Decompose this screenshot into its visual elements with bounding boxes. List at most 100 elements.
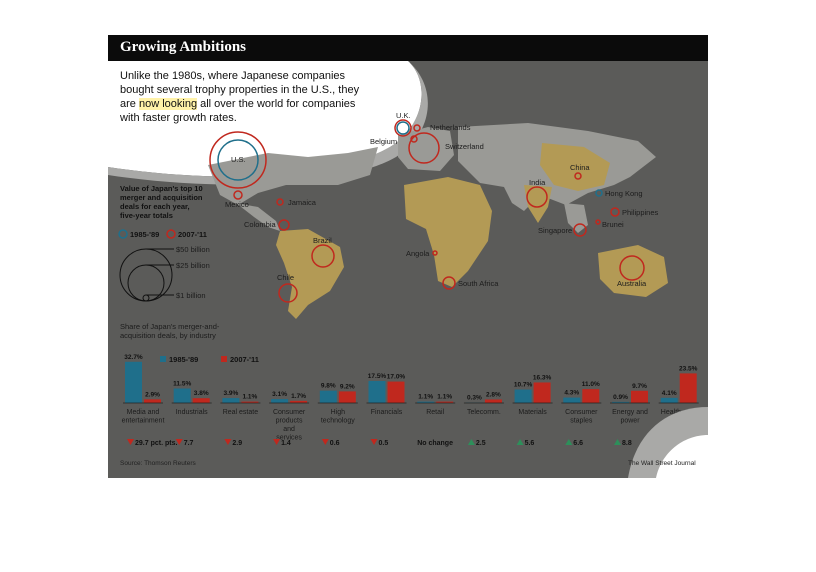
intro-text-part1: Unlike the 1980s, where Japanese compani… [120, 70, 360, 110]
change-label-6: No change [417, 440, 453, 447]
bar-value-label-7-1: 2.8% [486, 391, 501, 398]
category-label-2: Real estate [223, 409, 259, 416]
us-bubble-2007 [209, 131, 267, 189]
category-label-3-line-1: products [276, 418, 303, 425]
map-label-singapore: Singapore [538, 226, 572, 235]
change-label-9: 6.6 [573, 440, 583, 447]
bar-1-series-0 [173, 388, 191, 403]
legend-size-1b: $1 billion [176, 291, 206, 300]
category-label-9-line-1: staples [570, 418, 593, 425]
bar-value-label-8-0: 10.7% [514, 382, 533, 389]
infographic: U.S. Mexico Jamaica Colombia Brazil Chil… [108, 35, 708, 478]
corner-swoosh-inner [656, 435, 708, 478]
world-map [208, 123, 668, 319]
map-legend-title-line2: merger and acquisition [120, 193, 203, 202]
south-america-shape [276, 229, 344, 319]
intro-text: Unlike the 1980s, where Japanese compani… [120, 69, 370, 125]
category-label-0-line-1: entertainment [122, 418, 165, 425]
bar-legend-1985-label: 1985-'89 [169, 355, 198, 364]
map-legend: Value of Japan's top 10 merger and acqui… [118, 184, 210, 302]
singapore-bubble [573, 223, 587, 237]
map-legend-title-line3: deals for each year, [120, 202, 190, 211]
bar-3-series-0 [271, 399, 289, 403]
category-label-4-line-0: High [331, 409, 346, 416]
map-label-philippines: Philippines [622, 208, 659, 217]
publisher-credit: The Wall Street Journal [628, 460, 696, 467]
change-label-8: 5.6 [525, 440, 535, 447]
map-label-colombia: Colombia [244, 220, 277, 229]
bar-value-label-5-1: 17.0% [387, 374, 406, 381]
map-label-jamaica: Jamaica [288, 198, 317, 207]
category-label-5-line-0: Financials [371, 409, 403, 416]
map-label-hong-kong: Hong Kong [605, 189, 643, 198]
bar-10-series-0 [612, 401, 629, 403]
category-label-9: Consumer staples [565, 409, 598, 425]
bar-1-series-1 [192, 398, 210, 403]
bar-value-label-10-1: 9.7% [632, 383, 647, 390]
category-label-5: Financials [371, 409, 403, 416]
category-label-0-line-0: Media and [127, 409, 160, 416]
bar-3-series-1 [290, 400, 308, 403]
change-label-3: 1.4 [281, 440, 291, 447]
change-label-5: 0.5 [379, 440, 389, 447]
legend-size-25b: $25 billion [176, 261, 210, 270]
australia-shape [598, 245, 668, 297]
category-label-10-line-0: Energy and [612, 409, 648, 416]
southeast-asia-shape [564, 203, 588, 233]
bar-6-series-0 [417, 401, 435, 403]
legend-period-2007-swatch [166, 229, 176, 239]
bar-value-label-3-0: 3.1% [272, 391, 287, 398]
graphic-title: Growing Ambitions [120, 39, 246, 55]
map-label-mexico: Mexico [225, 200, 249, 209]
bar-value-label-11-0: 4.1% [662, 390, 677, 397]
bar-legend-2007-swatch [221, 356, 227, 362]
legend-circle-25b [127, 264, 165, 302]
bar-value-label-11-1: 23.5% [679, 365, 698, 372]
map-label-chile: Chile [277, 273, 294, 282]
bar-value-label-4-0: 9.8% [321, 383, 336, 390]
bar-4-series-0 [319, 390, 337, 403]
bar-value-label-6-1: 1.1% [437, 394, 452, 401]
map-label-angola: Angola [406, 249, 430, 258]
category-label-7-line-0: Telecomm. [467, 409, 501, 416]
category-label-1: Industrials [176, 409, 208, 416]
change-label-4: 0.6 [330, 440, 340, 447]
switzerland-bubble [408, 132, 440, 164]
bar-11-series-1 [679, 373, 697, 403]
angola-bubble [432, 250, 438, 256]
bar-value-label-1-1: 3.8% [194, 390, 209, 397]
up-arrow-icon [565, 439, 573, 445]
africa-shape [404, 177, 492, 287]
down-arrow-icon [127, 439, 134, 445]
bar-value-label-10-0: 0.9% [613, 394, 628, 401]
bar-7-series-1 [484, 399, 502, 403]
bar-value-label-6-0: 1.1% [418, 394, 433, 401]
header-bar: Growing Ambitions [108, 35, 708, 61]
map-label-china: China [570, 163, 590, 172]
legend-period-1985-swatch [118, 229, 128, 239]
bar-value-label-2-1: 1.1% [242, 394, 257, 401]
bar-10-series-1 [631, 390, 648, 403]
uk-bubble-1985 [396, 121, 410, 135]
map-label-brunei: Brunei [602, 220, 624, 229]
category-label-4-line-1: technology [321, 418, 355, 425]
philippines-bubble [610, 207, 620, 217]
down-arrow-icon [224, 439, 232, 445]
category-label-0: Media and entertainment [122, 409, 165, 425]
category-label-2-line-0: Real estate [223, 409, 259, 416]
map-label-belgium: Belgium [370, 137, 397, 146]
australia-bubble [619, 255, 645, 281]
bar-0-series-0 [125, 361, 142, 403]
bar-value-label-9-0: 4.3% [564, 390, 579, 397]
bar-5-series-1 [387, 381, 405, 403]
change-label-7: 2.5 [476, 440, 486, 447]
category-label-3-line-3: services [276, 435, 302, 442]
bar-value-label-8-1: 16.3% [533, 374, 552, 381]
bar-chart-title: Share of Japan's merger-and- acquisition… [120, 322, 222, 340]
map-label-switzerland: Switzerland [445, 142, 484, 151]
up-arrow-icon [467, 439, 475, 445]
bar-chart: 32.7% 2.9% Media and entertainment 29.7 pct.… [122, 354, 699, 447]
category-label-1-line-0: Industrials [176, 409, 208, 416]
bar-value-label-0-1: 2.9% [145, 391, 160, 398]
bar-6-series-1 [436, 401, 454, 403]
